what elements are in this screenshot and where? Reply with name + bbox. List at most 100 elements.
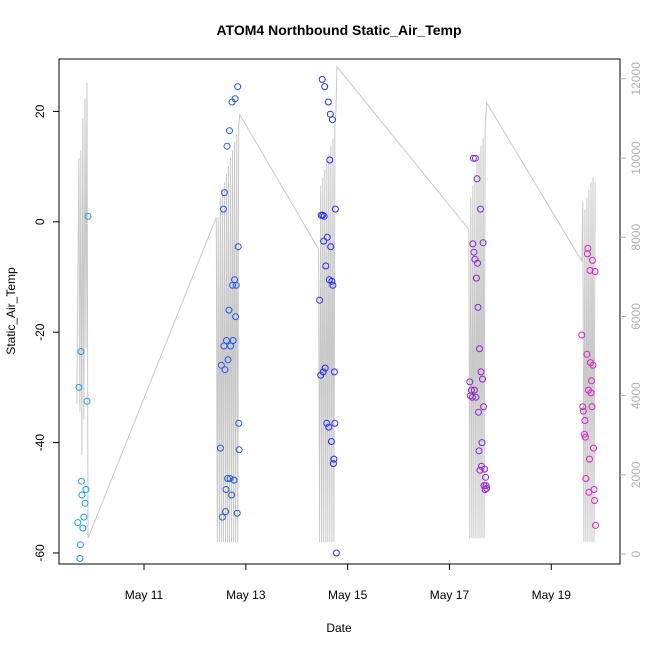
data-point <box>321 364 329 372</box>
data-point <box>590 486 598 493</box>
y2-tick-label: 2000 <box>629 461 643 488</box>
data-point <box>591 497 598 504</box>
data-point <box>320 212 328 220</box>
y-tick-label: -20 <box>33 323 47 341</box>
data-point <box>578 331 586 339</box>
altitude-series <box>76 65 596 543</box>
data-point <box>321 83 329 91</box>
data-point <box>328 277 336 285</box>
data-point <box>481 486 489 493</box>
data-point <box>224 475 231 482</box>
data-point <box>589 361 597 369</box>
data-point <box>76 555 84 562</box>
data-point <box>482 482 490 490</box>
data-point <box>330 368 338 376</box>
x-tick-label: May 15 <box>328 588 368 602</box>
data-point <box>584 244 592 252</box>
data-point <box>477 368 485 376</box>
data-point <box>328 116 336 124</box>
x-axis: May 11 May 13 May 15 May 17 May 19 <box>125 564 571 602</box>
data-point <box>476 345 483 353</box>
data-point <box>476 466 484 474</box>
data-point <box>219 205 227 213</box>
data-point <box>221 366 229 374</box>
data-point <box>74 519 82 527</box>
data-point <box>472 393 480 401</box>
altitude-line <box>76 65 596 543</box>
temperature-series <box>74 75 600 562</box>
y2-axis: 0 2000 4000 6000 8000 10000 12000 <box>620 62 643 557</box>
y-tick-label: -40 <box>33 434 47 452</box>
data-point <box>587 389 595 397</box>
data-point <box>582 475 590 482</box>
data-point <box>588 377 595 385</box>
data-point <box>232 313 240 321</box>
data-point <box>466 378 474 386</box>
data-point <box>581 417 589 424</box>
y2-tick-label: 8000 <box>629 224 643 251</box>
data-point <box>77 348 85 355</box>
data-point <box>226 475 234 482</box>
data-point <box>320 237 328 245</box>
y-tick-label: 20 <box>33 104 47 118</box>
data-point <box>316 296 324 304</box>
data-point <box>482 473 490 481</box>
y-axis: -60 -40 -20 0 20 <box>33 104 59 562</box>
data-point <box>228 491 236 499</box>
data-point <box>231 95 239 103</box>
data-point <box>481 465 489 473</box>
data-point <box>592 521 600 529</box>
data-point <box>83 397 91 405</box>
data-point <box>77 477 85 485</box>
data-point <box>468 393 476 401</box>
data-point <box>332 549 340 557</box>
data-point <box>325 423 333 431</box>
y2-tick-label: 12000 <box>629 62 643 96</box>
data-point <box>224 356 232 364</box>
data-point <box>84 212 92 220</box>
data-point <box>474 259 481 267</box>
data-point <box>483 484 491 492</box>
y2-tick-label: 0 <box>629 550 643 557</box>
data-point <box>80 513 88 521</box>
x-axis-label: Date <box>326 621 352 635</box>
x-tick-label: May 19 <box>532 588 572 602</box>
data-point <box>591 268 599 275</box>
data-point <box>79 524 87 532</box>
data-point <box>324 98 332 106</box>
data-point <box>322 262 330 270</box>
data-point <box>81 499 89 507</box>
data-point <box>331 419 339 427</box>
data-point <box>232 281 240 289</box>
data-point <box>469 240 477 248</box>
data-point <box>227 342 235 350</box>
data-point <box>223 142 231 150</box>
data-point <box>230 476 238 484</box>
data-point <box>586 266 594 274</box>
data-point <box>319 211 327 219</box>
data-point <box>590 444 597 452</box>
data-point <box>218 513 226 521</box>
x-tick-label: May 11 <box>125 588 164 602</box>
data-point <box>222 508 229 516</box>
data-point <box>323 233 331 241</box>
data-point <box>477 205 484 213</box>
y2-tick-label: 6000 <box>629 303 643 330</box>
x-tick-label: May 17 <box>430 588 470 602</box>
data-point <box>318 75 326 83</box>
data-point <box>467 386 475 394</box>
y-axis-label: Static_Air_Temp <box>4 267 18 355</box>
data-point <box>217 361 225 369</box>
data-point <box>589 256 596 264</box>
data-point <box>75 383 83 391</box>
y2-tick-label: 10000 <box>629 141 643 175</box>
data-point <box>470 386 478 394</box>
data-point <box>475 447 483 455</box>
data-point <box>233 509 241 517</box>
data-point <box>225 306 233 314</box>
data-point <box>235 446 243 454</box>
data-point <box>581 433 589 441</box>
data-point <box>579 403 587 411</box>
data-point <box>479 375 486 383</box>
